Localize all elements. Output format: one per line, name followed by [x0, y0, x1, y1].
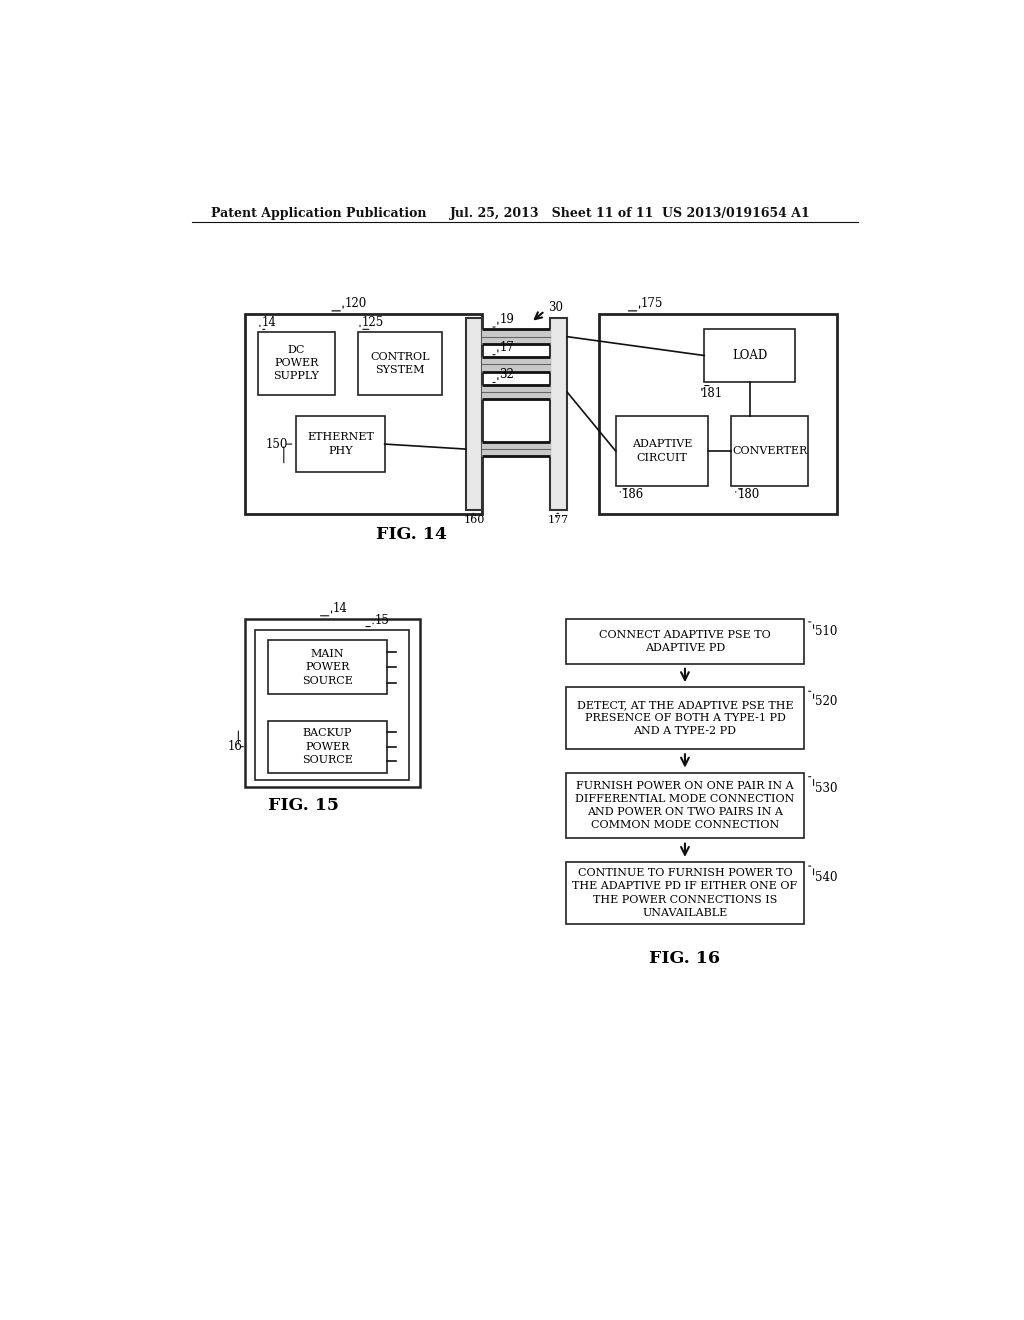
Text: CONVERTER: CONVERTER	[732, 446, 807, 455]
Bar	[731, 416, 808, 486]
Bar	[550, 318, 567, 511]
Text: MAIN
POWER
SOURCE: MAIN POWER SOURCE	[302, 649, 352, 685]
Text: 17: 17	[500, 341, 514, 354]
Text: CONNECT ADAPTIVE PSE TO
ADAPTIVE PD: CONNECT ADAPTIVE PSE TO ADAPTIVE PD	[599, 630, 771, 653]
Text: 530: 530	[815, 781, 838, 795]
Text: ADAPTIVE
CIRCUIT: ADAPTIVE CIRCUIT	[632, 440, 692, 462]
Text: 540: 540	[815, 871, 838, 884]
Bar	[615, 416, 708, 486]
Text: 16: 16	[227, 741, 243, 754]
Text: CONTINUE TO FURNISH POWER TO
THE ADAPTIVE PD IF EITHER ONE OF
THE POWER CONNECTI: CONTINUE TO FURNISH POWER TO THE ADAPTIV…	[572, 869, 798, 917]
Bar	[267, 640, 387, 694]
Text: FIG. 15: FIG. 15	[268, 797, 339, 813]
Bar	[599, 314, 838, 515]
Text: FIG. 14: FIG. 14	[376, 525, 447, 543]
Text: 520: 520	[815, 694, 838, 708]
Text: DC
POWER
SUPPLY: DC POWER SUPPLY	[273, 345, 319, 381]
Text: 15: 15	[375, 614, 389, 627]
Text: 186: 186	[622, 488, 644, 502]
Text: 175: 175	[641, 297, 664, 310]
Text: 150: 150	[265, 437, 288, 450]
Bar	[255, 630, 410, 780]
Text: 19: 19	[500, 313, 514, 326]
Text: 510: 510	[815, 624, 838, 638]
Text: BACKUP
POWER
SOURCE: BACKUP POWER SOURCE	[302, 729, 352, 764]
Text: 32: 32	[500, 368, 514, 381]
Text: 14: 14	[261, 315, 276, 329]
Text: 30: 30	[548, 301, 563, 314]
Bar	[245, 314, 481, 515]
Text: 181: 181	[700, 387, 723, 400]
Bar	[565, 688, 804, 748]
Bar	[357, 331, 442, 395]
Text: DETECT, AT THE ADAPTIVE PSE THE
PRESENCE OF BOTH A TYPE-1 PD
AND A TYPE-2 PD: DETECT, AT THE ADAPTIVE PSE THE PRESENCE…	[577, 700, 794, 737]
Text: FIG. 16: FIG. 16	[649, 950, 721, 968]
Text: 14: 14	[333, 602, 348, 615]
Bar	[565, 774, 804, 838]
Bar	[705, 330, 795, 381]
Bar	[245, 619, 420, 787]
Bar	[296, 416, 385, 471]
Bar	[466, 318, 482, 511]
Text: 177: 177	[548, 515, 569, 524]
Text: CONTROL
SYSTEM: CONTROL SYSTEM	[371, 351, 430, 375]
Text: Jul. 25, 2013   Sheet 11 of 11: Jul. 25, 2013 Sheet 11 of 11	[451, 207, 654, 220]
Text: 125: 125	[361, 315, 384, 329]
Text: 180: 180	[737, 488, 760, 502]
Bar	[565, 862, 804, 924]
Text: Patent Application Publication: Patent Application Publication	[211, 207, 427, 220]
Bar	[267, 721, 387, 774]
Text: LOAD: LOAD	[732, 348, 767, 362]
Text: 120: 120	[345, 297, 367, 310]
Text: FURNISH POWER ON ONE PAIR IN A
DIFFERENTIAL MODE CONNECTION
AND POWER ON TWO PAI: FURNISH POWER ON ONE PAIR IN A DIFFERENT…	[575, 781, 795, 830]
Bar	[565, 619, 804, 664]
Text: US 2013/0191654 A1: US 2013/0191654 A1	[662, 207, 810, 220]
Text: ETHERNET
PHY: ETHERNET PHY	[307, 433, 374, 455]
Text: 160: 160	[463, 515, 484, 524]
Bar	[258, 331, 335, 395]
